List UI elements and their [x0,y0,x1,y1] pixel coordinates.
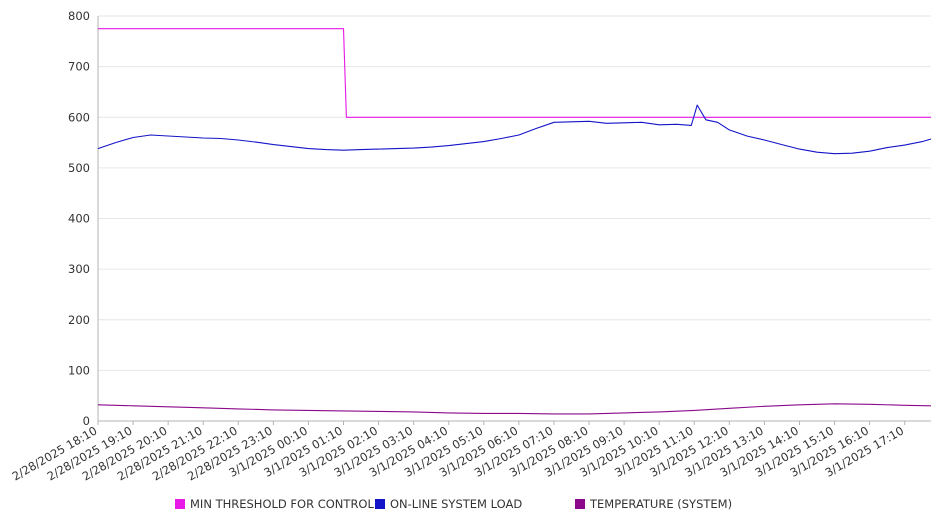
legend-label: MIN THRESHOLD FOR CONTROL [190,497,374,511]
y-tick-label: 400 [68,212,90,226]
y-tick-labels: 0 100 200 300 400 500 600 700 800 [68,9,90,428]
legend-swatch [175,499,185,509]
legend-swatch [375,499,385,509]
y-tick-label: 800 [68,9,90,23]
x-tick-labels: 2/28/2025 18:102/28/2025 19:102/28/2025 … [10,423,907,483]
y-tick-label: 600 [68,110,90,124]
y-tick-label: 500 [68,161,90,175]
series-line-temperature-system [97,403,932,415]
gridlines [98,15,931,371]
legend-swatch [575,499,585,509]
legend-item[interactable]: ON-LINE SYSTEM LOAD [375,497,522,511]
y-tick-label: 200 [68,313,90,327]
legend-item[interactable]: MIN THRESHOLD FOR CONTROL [175,497,374,511]
y-tick-label: 100 [68,363,90,377]
y-tick-label: 0 [83,414,90,428]
axes [97,16,931,425]
legend: MIN THRESHOLD FOR CONTROL ON-LINE SYSTEM … [0,497,946,515]
series-lines [97,28,932,415]
legend-label: ON-LINE SYSTEM LOAD [390,497,523,511]
legend-item[interactable]: TEMPERATURE (SYSTEM) [575,497,732,511]
series-line-min-threshold-for-control [98,28,931,118]
legend-label: TEMPERATURE (SYSTEM) [590,497,733,511]
series-line-on-line-system-load [97,104,932,155]
y-tick-label: 300 [68,262,90,276]
y-tick-label: 700 [68,60,90,74]
